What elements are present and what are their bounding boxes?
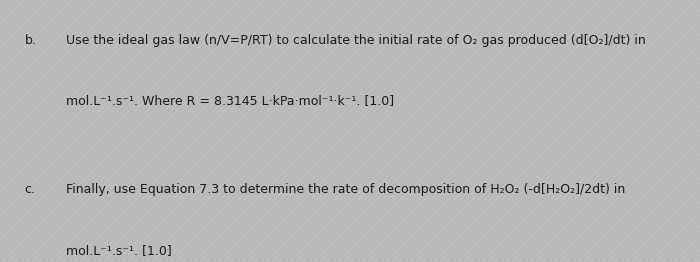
Text: mol.L⁻¹.s⁻¹. Where R = 8.3145 L·kPa·mol⁻¹·k⁻¹. [1.0]: mol.L⁻¹.s⁻¹. Where R = 8.3145 L·kPa·mol⁻… xyxy=(66,94,395,107)
Text: Finally, use Equation 7.3 to determine the rate of decomposition of H₂O₂ (-d[H₂O: Finally, use Equation 7.3 to determine t… xyxy=(66,183,626,196)
Text: c.: c. xyxy=(25,183,36,196)
Text: Use the ideal gas law (n/V=P/RT) to calculate the initial rate of O₂ gas produce: Use the ideal gas law (n/V=P/RT) to calc… xyxy=(66,34,646,47)
Text: mol.L⁻¹.s⁻¹. [1.0]: mol.L⁻¹.s⁻¹. [1.0] xyxy=(66,244,172,257)
Text: b.: b. xyxy=(25,34,36,47)
